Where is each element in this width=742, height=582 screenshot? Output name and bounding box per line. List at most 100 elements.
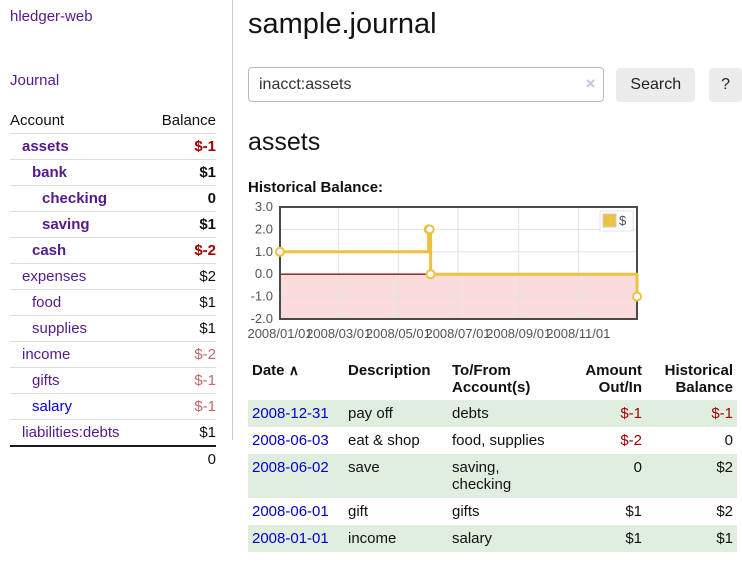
transaction-amount: $-2 (620, 432, 642, 449)
brand-link[interactable]: hledger-web (10, 8, 93, 25)
journal-link[interactable]: Journal (10, 72, 60, 89)
svg-text:2008/07/01: 2008/07/01 (425, 326, 490, 341)
account-balance: 0 (147, 185, 216, 212)
svg-text:2008/05/01: 2008/05/01 (366, 326, 431, 341)
transaction-amount: 0 (633, 459, 642, 476)
transaction-accounts: saving, checking (452, 459, 512, 493)
account-balance: $-1 (147, 393, 216, 420)
account-row: expenses $2 (10, 263, 216, 290)
account-row: supplies $1 (10, 315, 216, 342)
account-balance: $-2 (147, 341, 216, 368)
transaction-accounts: debts (452, 405, 489, 422)
register-header-description: Description (348, 362, 431, 379)
chart-title: Historical Balance: (248, 179, 384, 196)
account-link-bank[interactable]: bank (32, 164, 68, 181)
svg-text:2008/09/01: 2008/09/01 (486, 326, 551, 341)
transaction-date-link[interactable]: 2008-12-31 (252, 405, 329, 422)
account-row: saving $1 (10, 211, 216, 238)
register-header-amount: Amount Out/In (585, 362, 642, 396)
register-row: 2008-06-01 gift gifts $1 $2 (248, 498, 737, 525)
account-tree-table: Account Balance assets $-1 bank $1 check… (10, 108, 216, 472)
register-header-row: Date ∧ Description To/From Account(s) Am… (248, 358, 737, 400)
register-table: Date ∧ Description To/From Account(s) Am… (248, 358, 737, 552)
register-row: 2008-12-31 pay off debts $-1 $-1 (248, 400, 737, 427)
transaction-amount: $1 (625, 503, 642, 520)
transaction-date-link[interactable]: 2008-06-02 (252, 459, 329, 476)
transaction-date-link[interactable]: 2008-06-03 (252, 432, 329, 449)
main-content: sample.journal × Search ? assets Histori… (247, 0, 742, 552)
account-link-liabilities-debts[interactable]: liabilities:debts (22, 424, 120, 441)
svg-text:3.0: 3.0 (255, 199, 273, 214)
search-row: × Search ? (248, 67, 742, 102)
register-row: 2008-01-01 income salary $1 $1 (248, 525, 737, 552)
svg-text:2.0: 2.0 (255, 221, 273, 236)
balance-column-header: Balance (147, 108, 216, 134)
transaction-date-link[interactable]: 2008-06-01 (252, 503, 329, 520)
transaction-balance: $2 (716, 459, 733, 476)
register-header-date[interactable]: Date ∧ (252, 362, 299, 379)
account-column-header: Account (10, 108, 148, 134)
page-title: sample.journal (248, 8, 437, 40)
account-link-checking[interactable]: checking (42, 190, 108, 207)
account-tree-header: Account Balance (10, 108, 216, 134)
account-total-row: 0 (10, 445, 216, 472)
transaction-balance: $2 (716, 503, 733, 520)
account-balance: $2 (147, 263, 216, 290)
transaction-date-link[interactable]: 2008-01-01 (252, 530, 329, 547)
search-button[interactable]: Search (616, 67, 696, 102)
register-header-tofrom: To/From Account(s) (452, 362, 531, 396)
account-row: gifts $-1 (10, 367, 216, 394)
sidebar: hledger-web Journal Account Balance asse… (0, 0, 233, 472)
transaction-accounts: salary (452, 530, 493, 547)
account-balance: $1 (147, 289, 216, 316)
account-balance: $1 (147, 315, 216, 342)
account-link-assets[interactable]: assets (22, 138, 69, 155)
transaction-accounts: gifts (452, 503, 480, 520)
search-help-button[interactable]: ? (709, 67, 742, 102)
transaction-balance: $-1 (711, 405, 733, 422)
transaction-balance: $1 (716, 530, 733, 547)
account-row: cash $-2 (10, 237, 216, 264)
account-link-cash[interactable]: cash (32, 242, 67, 259)
account-balance: $-2 (147, 237, 216, 264)
register-row: 2008-06-03 eat & shop food, supplies $-2… (248, 427, 737, 454)
account-row: salary $-1 (10, 393, 216, 420)
account-row: income $-2 (10, 341, 216, 368)
account-balance: $-1 (147, 367, 216, 394)
transaction-description: eat & shop (348, 432, 420, 449)
account-row: checking 0 (10, 185, 216, 212)
transaction-description: pay off (348, 405, 393, 422)
register-row: 2008-06-02 save saving, checking 0 $2 (248, 454, 737, 498)
account-row: assets $-1 (10, 133, 216, 160)
svg-text:2008/01/01: 2008/01/01 (247, 326, 312, 341)
svg-text:2008/03/01: 2008/03/01 (306, 326, 371, 341)
svg-text:-1.0: -1.0 (251, 289, 273, 304)
account-link-food[interactable]: food (32, 294, 62, 311)
transaction-balance: 0 (724, 432, 733, 449)
svg-text:2008/11/01: 2008/11/01 (546, 326, 610, 341)
account-link-saving[interactable]: saving (42, 216, 90, 233)
account-balance: $1 (147, 211, 216, 238)
brand: hledger-web (10, 8, 216, 26)
account-balance: $1 (147, 419, 216, 447)
account-link-income[interactable]: income (22, 346, 71, 363)
account-link-expenses[interactable]: expenses (22, 268, 87, 285)
historical-balance-chart: $3.0 2.0 1.0 0.0 -1.0 -2.02008/01/012008/03/0… (247, 199, 642, 341)
clear-search-icon[interactable]: × (585, 74, 596, 93)
account-row: bank $1 (10, 159, 216, 186)
account-balance: $-1 (147, 133, 216, 160)
account-link-salary[interactable]: salary (32, 398, 73, 415)
account-link-gifts[interactable]: gifts (32, 372, 60, 389)
register-header-balance: Historical Balance (664, 362, 733, 396)
account-balance: $1 (147, 159, 216, 186)
transaction-amount: $-1 (620, 405, 642, 422)
search-input[interactable] (248, 67, 605, 102)
account-link-supplies[interactable]: supplies (32, 320, 88, 337)
svg-text:0.0: 0.0 (255, 266, 273, 281)
account-total-value: 0 (147, 445, 216, 472)
account-row: liabilities:debts $1 (10, 419, 216, 447)
transaction-description: gift (348, 503, 369, 520)
account-heading: assets (248, 128, 321, 156)
transaction-accounts: food, supplies (452, 432, 545, 449)
nav-journal: Journal (10, 72, 216, 90)
